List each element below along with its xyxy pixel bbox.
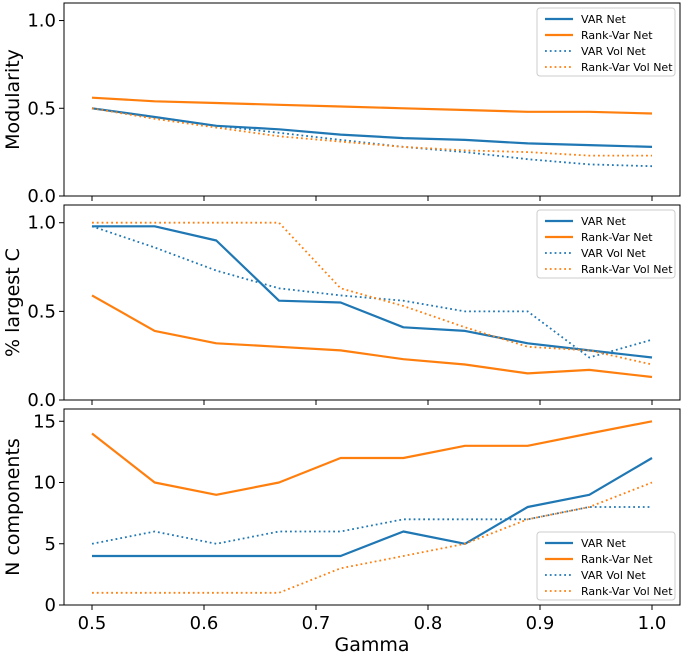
y-tick-label: 0.5 xyxy=(27,301,56,322)
x-tick-label: 1.0 xyxy=(638,613,667,634)
y-tick-label: 0 xyxy=(45,595,56,616)
legend: VAR Net Rank-Var Net VAR Vol Net Rank-Var V… xyxy=(536,7,676,77)
legend-label: VAR Net xyxy=(581,215,626,228)
legend-label: VAR Vol Net xyxy=(581,45,646,58)
legend-label: VAR Vol Net xyxy=(581,569,646,582)
panel-3: 0 5 10 15 0.5 0.6 0.7 0.8 0.9 1.0 N components Gamm… xyxy=(2,408,681,653)
legend-box xyxy=(536,209,676,279)
legend-box xyxy=(536,531,676,601)
y-tick-label: 10 xyxy=(33,473,56,494)
legend-label: Rank-Var Net xyxy=(581,553,653,566)
legend-box xyxy=(536,7,676,77)
x-tick-label: 0.5 xyxy=(78,613,107,634)
y-tick-label: 1.0 xyxy=(27,11,56,32)
series-line-rank-var-net xyxy=(91,96,653,115)
series-line-var-net xyxy=(92,457,653,558)
legend-label: Rank-Var Vol Net xyxy=(581,585,673,598)
legend-label: Rank-Var Net xyxy=(581,29,653,42)
y-tick-label: 0.5 xyxy=(27,98,56,119)
series-line-rank-var-net xyxy=(91,294,653,379)
legend-label: VAR Net xyxy=(581,13,626,26)
x-tick-label: 0.7 xyxy=(302,613,331,634)
legend: VAR Net Rank-Var Net VAR Vol Net Rank-Var V… xyxy=(536,531,676,601)
x-tick-label: 0.9 xyxy=(526,613,555,634)
legend-label: Rank-Var Net xyxy=(581,231,653,244)
x-axis-label: Gamma xyxy=(334,634,409,653)
y-tick-label: 0.0 xyxy=(27,390,56,411)
legend-label: VAR Net xyxy=(581,537,626,550)
series-line-var-net xyxy=(92,225,653,359)
y-axis-label: % largest C xyxy=(2,248,24,357)
y-tick-label: 15 xyxy=(33,411,56,432)
series-line-rank-var-vol-net xyxy=(91,107,652,157)
y-axis-label: Modularity xyxy=(2,49,24,150)
axes-frame xyxy=(63,408,681,606)
legend-label: Rank-Var Vol Net xyxy=(581,263,673,276)
y-axis-label: N components xyxy=(2,438,24,576)
x-tick-label: 0.6 xyxy=(190,613,219,634)
axes-frame xyxy=(63,2,681,197)
legend: VAR Net Rank-Var Net VAR Vol Net Rank-Var V… xyxy=(536,209,676,279)
series-line-var-net xyxy=(91,107,653,148)
legend-label: Rank-Var Vol Net xyxy=(581,61,673,74)
series-line-rank-var-net xyxy=(91,420,653,496)
y-tick-label: 1.0 xyxy=(27,213,56,234)
x-tick-label: 0.8 xyxy=(414,613,443,634)
legend-label: VAR Vol Net xyxy=(581,247,646,260)
series-line-var-vol-net xyxy=(91,225,653,359)
series-line-var-vol-net xyxy=(91,506,652,545)
y-tick-label: 0.0 xyxy=(27,186,56,207)
axes-frame xyxy=(63,204,681,401)
y-tick-label: 5 xyxy=(45,534,56,555)
